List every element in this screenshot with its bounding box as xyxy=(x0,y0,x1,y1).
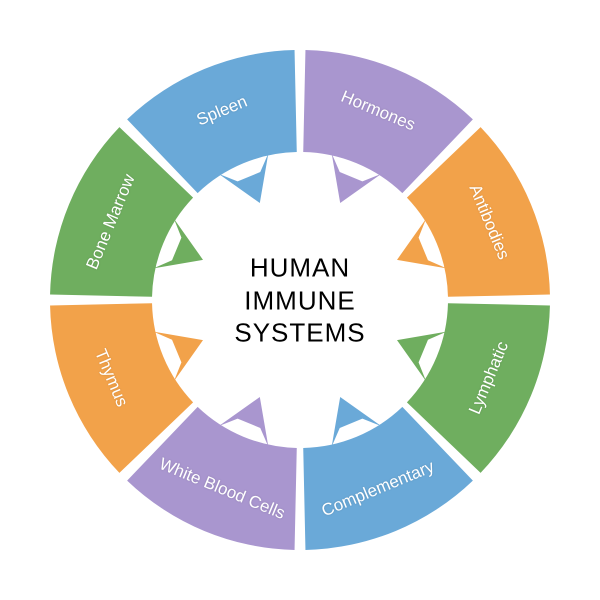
immune-wheel-diagram: HUMAN IMMUNE SYSTEMS HormonesAntibodiesL… xyxy=(0,0,600,600)
center-title: HUMAN IMMUNE SYSTEMS xyxy=(234,251,365,349)
